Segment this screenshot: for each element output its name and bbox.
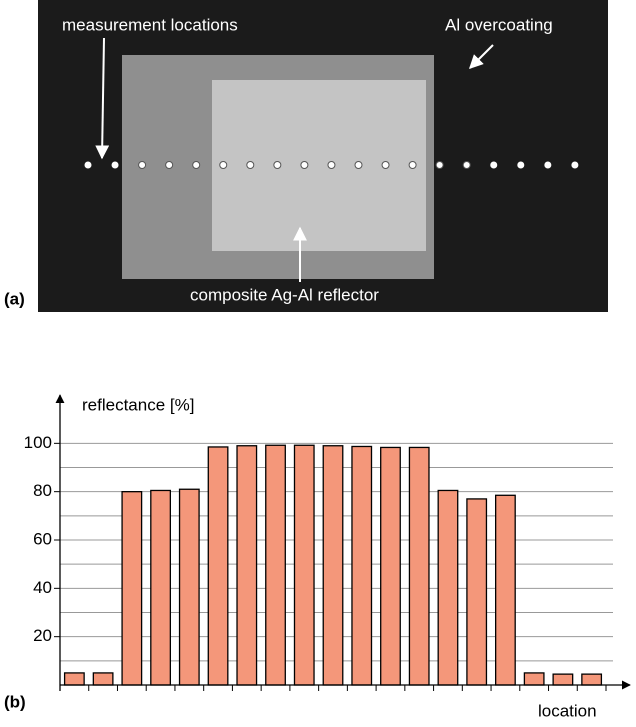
bar <box>409 447 429 685</box>
dot <box>193 162 200 169</box>
dot <box>545 162 551 168</box>
dot <box>355 162 362 169</box>
bar <box>323 446 343 685</box>
dot <box>328 162 335 169</box>
dot <box>301 162 308 169</box>
bar <box>524 673 544 685</box>
dot <box>85 162 91 168</box>
bar <box>294 445 314 685</box>
dot <box>409 162 416 169</box>
annotation: measurement locations <box>62 15 238 34</box>
bar <box>65 673 85 685</box>
bar <box>266 445 286 685</box>
annotation: composite Ag-Al reflector <box>190 285 379 304</box>
dot <box>220 162 227 169</box>
reflector <box>212 80 426 251</box>
bar <box>467 499 487 685</box>
dot <box>572 162 578 168</box>
y-tick-label: 100 <box>24 433 52 452</box>
bar <box>553 674 573 685</box>
bar <box>122 492 142 685</box>
dot <box>382 162 389 169</box>
dot <box>463 162 470 169</box>
y-tick-label: 80 <box>33 481 52 500</box>
bar <box>237 446 257 685</box>
panel-label: (a) <box>4 289 25 308</box>
y-tick-label: 60 <box>33 529 52 548</box>
dot <box>518 162 524 168</box>
dot <box>166 162 173 169</box>
figure: measurement locations Al overcoating com… <box>0 0 636 722</box>
bar <box>93 673 113 685</box>
chart: reflectance [%] location (b) 20 40 60 80 100 <box>4 395 630 720</box>
bar <box>151 490 171 685</box>
annotation: Al overcoating <box>445 15 553 34</box>
bar <box>582 674 602 685</box>
bar <box>180 489 200 685</box>
bar <box>352 446 372 685</box>
panel-label: (b) <box>4 692 26 711</box>
bar <box>381 447 401 685</box>
x-axis-label: location <box>538 701 597 720</box>
y-tick-label: 40 <box>33 578 52 597</box>
bar <box>496 495 516 685</box>
dot <box>436 162 443 169</box>
y-axis-label: reflectance [%] <box>82 395 194 414</box>
dot <box>274 162 281 169</box>
dot <box>112 162 118 168</box>
bar <box>438 490 458 685</box>
dot <box>139 162 146 169</box>
bar <box>208 447 228 685</box>
dot <box>247 162 254 169</box>
photo: measurement locations Al overcoating com… <box>4 0 608 312</box>
y-tick-label: 20 <box>33 626 52 645</box>
dot <box>491 162 497 168</box>
